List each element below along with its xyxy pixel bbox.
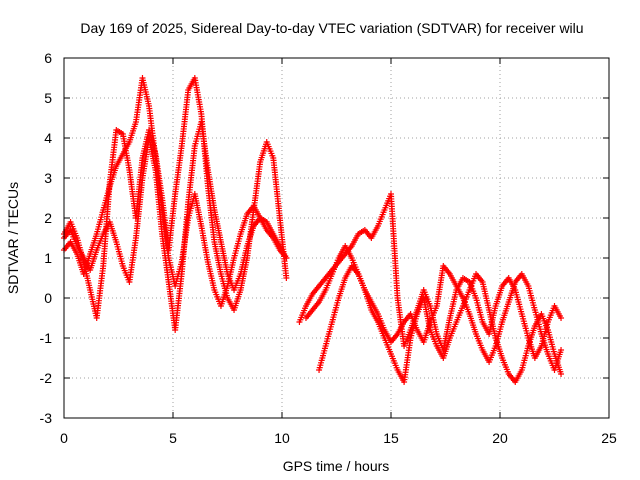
x-tick-label: 5 (169, 430, 177, 446)
y-tick-label: -3 (40, 410, 53, 426)
y-tick-label: 2 (44, 210, 52, 226)
grid-layer (64, 58, 609, 418)
x-axis-label: GPS time / hours (283, 458, 390, 474)
series-track-3 (61, 119, 290, 333)
tick-layer (63, 57, 610, 419)
x-tick-label: 0 (60, 430, 68, 446)
data-point (283, 255, 290, 261)
y-axis-label: SDTVAR / TECUs (5, 182, 21, 294)
chart-title: Day 169 of 2025, Sidereal Day-to-day VTE… (80, 20, 583, 36)
data-point (558, 347, 565, 353)
y-tick-label: -2 (40, 370, 53, 386)
y-tick-label: -1 (40, 330, 53, 346)
data-point (558, 315, 565, 321)
x-tick-label: 10 (274, 430, 290, 446)
series-track-6 (316, 263, 565, 373)
y-tick-label: 4 (44, 130, 52, 146)
y-tick-label: 6 (44, 50, 52, 66)
x-tick-labels: 0 5 10 15 20 25 (60, 430, 617, 446)
data-point (558, 371, 565, 377)
x-tick-label: 15 (383, 430, 399, 446)
data-point (283, 275, 290, 281)
y-tick-label: 1 (44, 250, 52, 266)
x-tick-label: 25 (601, 430, 617, 446)
y-tick-label: 0 (44, 290, 52, 306)
y-tick-label: 3 (44, 170, 52, 186)
y-tick-label: 5 (44, 90, 52, 106)
data-points-layer (61, 75, 565, 385)
x-tick-label: 20 (492, 430, 508, 446)
y-tick-labels: -3 -2 -1 0 1 2 3 4 5 6 (40, 50, 53, 426)
plot-frame (63, 57, 610, 419)
